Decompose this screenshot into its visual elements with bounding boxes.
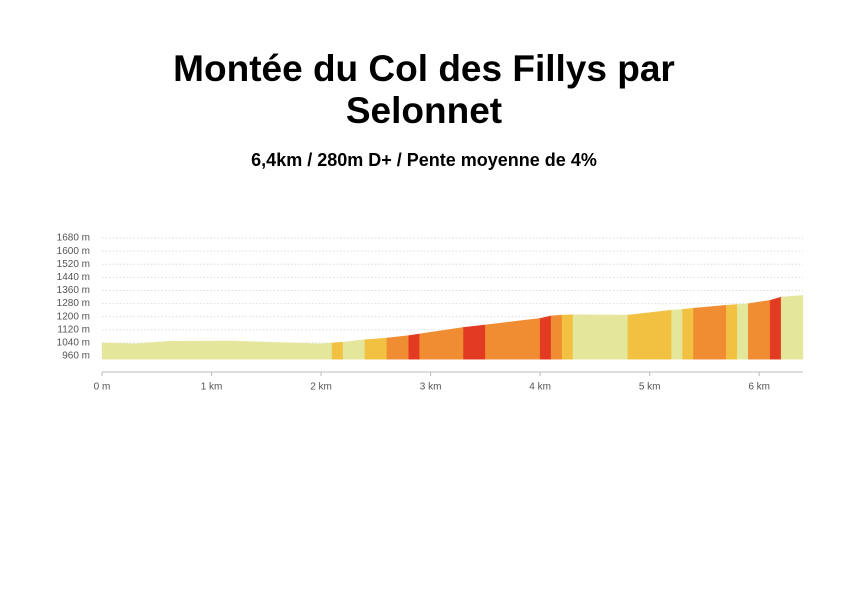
y-tick-label: 960 m bbox=[62, 351, 90, 362]
y-tick-label: 1600 m bbox=[57, 246, 90, 257]
profile-segment bbox=[737, 303, 749, 360]
profile-segment bbox=[726, 304, 738, 360]
y-tick-label: 1440 m bbox=[57, 272, 90, 283]
chart-subtitle: 6,4km / 280m D+ / Pente moyenne de 4% bbox=[251, 150, 597, 170]
profile-segment bbox=[167, 340, 234, 360]
profile-segment bbox=[342, 339, 366, 360]
profile-segment bbox=[463, 324, 486, 360]
y-tick-label: 1200 m bbox=[57, 311, 90, 322]
y-tick-label: 1280 m bbox=[57, 298, 90, 309]
profile-segment bbox=[408, 333, 420, 360]
x-tick-label: 1 km bbox=[201, 382, 223, 393]
profile-segment bbox=[748, 301, 760, 360]
y-tick-label: 1040 m bbox=[57, 338, 90, 349]
profile-segment bbox=[561, 314, 574, 360]
x-tick-label: 4 km bbox=[529, 382, 551, 393]
profile-segment bbox=[780, 295, 804, 360]
y-tick-label: 1680 m bbox=[57, 233, 90, 244]
profile-segment bbox=[572, 314, 628, 360]
profile-segment bbox=[364, 337, 387, 360]
profile-segment bbox=[386, 335, 409, 360]
profile-segment bbox=[539, 315, 552, 360]
profile-segment bbox=[758, 300, 771, 360]
profile-segment bbox=[233, 340, 267, 360]
profile-segment bbox=[682, 307, 694, 360]
profile-segment bbox=[331, 341, 344, 360]
x-tick-label: 0 m bbox=[94, 382, 111, 393]
x-tick-label: 2 km bbox=[310, 382, 332, 393]
profile-segment bbox=[134, 341, 168, 360]
profile-segment bbox=[266, 341, 322, 360]
profile-segment bbox=[419, 327, 464, 360]
x-tick-label: 3 km bbox=[420, 382, 442, 393]
chart-title: Montée du Col des Fillys par Selonnet bbox=[173, 48, 675, 131]
profile-segment bbox=[320, 342, 333, 360]
y-tick-label: 1120 m bbox=[57, 324, 90, 335]
profile-segment bbox=[693, 304, 727, 360]
x-tick-label: 6 km bbox=[748, 382, 770, 393]
profile-segment bbox=[769, 296, 782, 360]
y-tick-label: 1520 m bbox=[57, 259, 90, 270]
profile-segment bbox=[101, 342, 136, 360]
profile-segment bbox=[671, 309, 683, 360]
profile-segment bbox=[550, 314, 563, 360]
profile-segment bbox=[485, 318, 541, 360]
profile-segment bbox=[627, 309, 672, 360]
y-tick-label: 1360 m bbox=[57, 285, 90, 296]
x-tick-label: 5 km bbox=[639, 382, 661, 393]
